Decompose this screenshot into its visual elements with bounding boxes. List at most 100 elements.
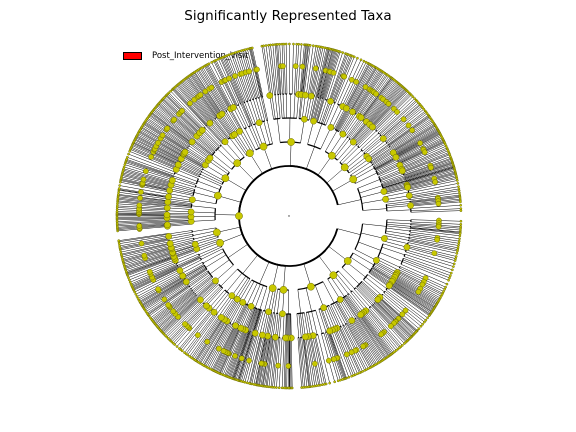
tree-edge [345,295,360,316]
tree-edge [202,130,220,148]
tree-edge [146,169,174,179]
tree-edge [337,357,346,379]
tree-edge [345,324,359,350]
tree-edge [410,211,439,213]
tree-edge [173,88,189,105]
tree-edge [164,283,188,300]
tree-edge [438,223,461,225]
tree-edge [424,141,445,152]
tree-edge [117,221,168,225]
tree-edge [318,309,327,333]
tree-edge [139,202,168,206]
tree-edge [257,363,262,386]
tree-edge [432,164,454,172]
tree-node [339,130,347,138]
tree-edge [399,99,417,116]
tree-arc [273,117,281,120]
tree-edge [321,308,330,332]
tree-edge [364,311,383,334]
tree-edge [250,100,259,124]
tree-node [349,108,356,116]
tree-node [206,119,214,127]
tree-edge [139,211,168,214]
tree-edge [182,301,203,322]
tree-node [142,168,149,175]
tree-arc [345,323,347,325]
tree-edge [388,285,412,303]
tree-edge [282,313,285,338]
tree-edge [258,335,265,363]
tree-edge [404,106,422,121]
tree-edge [312,335,319,364]
tree-edge [245,307,255,331]
tree-edge [302,44,305,67]
tree-edge [326,331,336,359]
tree-edge [376,162,399,174]
tree-edge [417,126,437,139]
tree-edge [133,280,154,291]
tree-node [164,125,171,132]
tree-edge [410,200,439,205]
tree-edge [361,313,380,337]
tree-edge [357,92,375,116]
tree-edge [138,288,159,301]
tree-node [182,321,188,327]
tree-edge [343,296,358,318]
tree-edge [166,95,183,112]
tree-edge [255,363,261,385]
tree-edge [185,267,206,281]
tree-edge [189,75,203,94]
tree-arc [251,279,268,288]
tree-arc [201,168,204,171]
tree-edge [201,171,224,183]
tree-edge [232,53,241,75]
tree-node [232,73,238,79]
tree-node [197,92,204,98]
tree-edge [182,155,204,168]
tree-node [179,272,187,280]
tree-edge [216,117,232,138]
tree-edge [141,186,170,193]
tree-edge [186,268,207,283]
tree-edge [169,124,193,142]
tree-edge [194,71,208,91]
tree-edge [274,94,279,119]
tree-edge [148,303,168,317]
tree-edge [189,338,203,357]
tree-node [167,91,171,95]
tree-edge [142,181,171,189]
tree-edge [132,266,179,288]
tree-edge [184,334,199,353]
tree-edge [307,121,314,145]
tree-edge [393,138,418,154]
tree-edge [396,133,441,159]
tree-edge [166,129,190,146]
tree-node [457,185,460,188]
tree-edge [402,162,430,173]
tree-node [373,91,380,97]
tree-edge [369,103,389,125]
tree-edge [272,44,276,67]
tree-edge [309,68,315,96]
tree-edge [200,283,219,301]
tree-edge [182,156,204,169]
tree-edge [208,289,225,309]
tree-edge [123,257,146,265]
tree-edge [239,51,246,73]
tree-node [362,84,369,90]
tree-edge [271,95,276,119]
tree-arc [200,171,203,173]
tree-edge [280,66,283,95]
tree-edge [137,134,157,146]
tree-edge [268,364,272,387]
tree-edge [274,66,278,95]
tree-edge [140,276,184,303]
tree-arc [317,121,327,126]
tree-edge [268,288,274,312]
tree-node [210,308,218,316]
tree-edge [354,125,371,144]
tree-edge [130,148,152,158]
tree-edge [196,342,209,362]
tree-edge [387,86,403,104]
tree-edge [167,200,192,204]
